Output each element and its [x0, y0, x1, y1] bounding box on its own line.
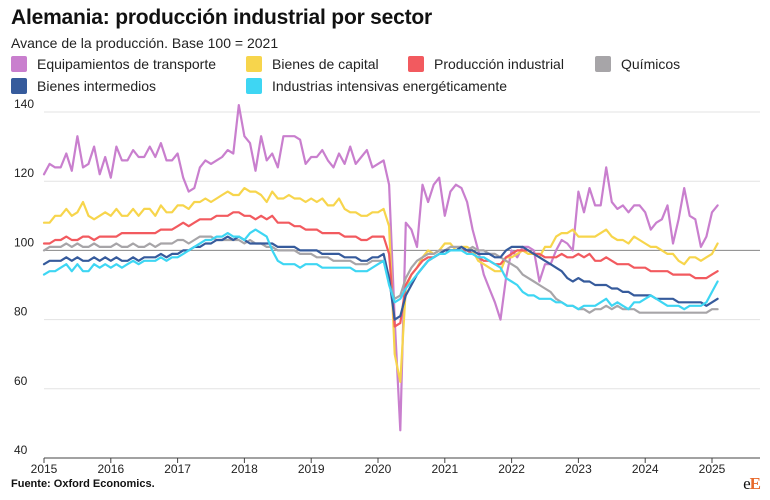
- y-tick-label: 40: [14, 443, 28, 457]
- legend-label: Bienes de capital: [272, 56, 379, 72]
- legend-swatch: [408, 56, 424, 72]
- legend-label: Bienes intermedios: [37, 78, 157, 94]
- legend-swatch: [595, 56, 611, 72]
- chart-legend: Equipamientos de transporte Bienes de ca…: [11, 56, 761, 100]
- series-line-0: [42, 103, 719, 432]
- x-tick-label: 2018: [231, 462, 258, 476]
- x-tick-label: 2022: [498, 462, 525, 476]
- legend-swatch: [246, 56, 262, 72]
- legend-item-chemicals: Químicos: [595, 56, 680, 72]
- x-tick-label: 2020: [365, 462, 392, 476]
- legend-item-energy: Industrias intensivas energéticamente: [246, 78, 507, 94]
- chart-series: [42, 103, 719, 432]
- legend-item-industrial: Producción industrial: [408, 56, 564, 72]
- x-tick-label: 2015: [31, 462, 58, 476]
- series-line-3: [42, 235, 719, 314]
- x-tick-label: 2021: [431, 462, 458, 476]
- legend-item-transport: Equipamientos de transporte: [11, 56, 216, 72]
- x-tick-label: 2017: [164, 462, 191, 476]
- legend-label: Químicos: [621, 56, 681, 72]
- x-tick-label: 2019: [298, 462, 325, 476]
- series-line-1: [42, 187, 719, 383]
- brand-logo: eE: [743, 474, 761, 493]
- x-tick-label: 2025: [699, 462, 726, 476]
- legend-swatch: [11, 56, 27, 72]
- y-tick-label: 60: [14, 374, 28, 388]
- legend-swatch: [246, 78, 262, 94]
- legend-label: Equipamientos de transporte: [37, 56, 216, 72]
- chart-subtitle: Avance de la producción. Base 100 = 2021: [11, 35, 279, 51]
- legend-swatch: [11, 78, 27, 94]
- series-line-4: [42, 235, 719, 321]
- source-note: Fuente: Oxford Economics.: [11, 478, 155, 490]
- y-axis: 40 60 80 100 120 140: [14, 97, 34, 457]
- legend-item-intermediate: Bienes intermedios: [11, 78, 156, 94]
- legend-label: Producción industrial: [434, 56, 564, 72]
- x-axis: 2015 2016 2017 2018 2019 2020 2021 2022 2023 2024…: [31, 458, 726, 476]
- y-tick-label: 80: [14, 305, 28, 319]
- x-tick-label: 2016: [97, 462, 124, 476]
- y-tick-label: 140: [14, 97, 34, 111]
- y-tick-label: 100: [14, 235, 34, 249]
- legend-item-capital: Bienes de capital: [246, 56, 379, 72]
- source-label: Fuente:: [11, 478, 51, 490]
- y-tick-label: 120: [14, 166, 34, 180]
- series-line-2: [42, 211, 719, 328]
- legend-label: Industrias intensivas energéticamente: [272, 78, 508, 94]
- source-text: Oxford Economics.: [53, 478, 155, 490]
- series-line-5: [42, 228, 719, 311]
- x-tick-label: 2023: [565, 462, 592, 476]
- page-title: Alemania: producción industrial por sect…: [11, 6, 433, 29]
- x-tick-label: 2024: [632, 462, 659, 476]
